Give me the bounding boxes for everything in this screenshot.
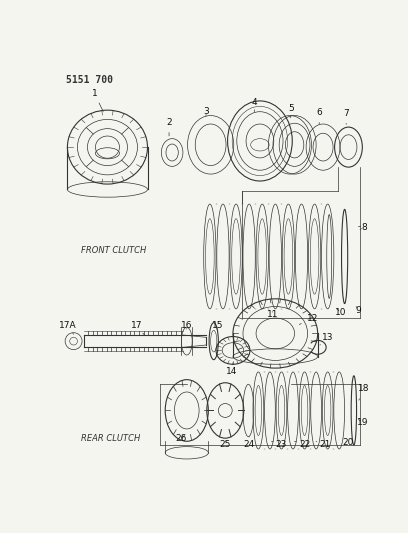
Text: REAR CLUTCH: REAR CLUTCH <box>81 434 140 443</box>
Text: 5151 700: 5151 700 <box>66 75 113 85</box>
Text: 15: 15 <box>212 321 223 330</box>
Text: 10: 10 <box>335 308 346 317</box>
Text: 14: 14 <box>226 363 237 376</box>
Text: 9: 9 <box>356 306 361 315</box>
Text: 18: 18 <box>358 384 370 400</box>
Text: FRONT CLUTCH: FRONT CLUTCH <box>81 246 146 255</box>
Text: 11: 11 <box>266 311 278 319</box>
Text: 16: 16 <box>181 321 193 330</box>
Text: 2: 2 <box>166 118 172 136</box>
Text: 5: 5 <box>288 104 294 118</box>
Text: 21: 21 <box>316 440 331 449</box>
Text: 17A: 17A <box>59 321 76 334</box>
Text: 17: 17 <box>131 321 144 335</box>
Text: 22: 22 <box>295 440 310 449</box>
Text: 25: 25 <box>220 440 231 449</box>
Text: 6: 6 <box>316 108 322 124</box>
Text: 12: 12 <box>299 313 318 325</box>
Text: 3: 3 <box>203 107 209 116</box>
Text: 7: 7 <box>343 109 349 124</box>
Text: 19: 19 <box>357 417 368 426</box>
Text: 23: 23 <box>271 440 287 449</box>
Text: 8: 8 <box>360 223 367 232</box>
Text: 24: 24 <box>244 437 255 449</box>
Text: 1: 1 <box>91 88 103 111</box>
Text: 26: 26 <box>176 434 187 443</box>
Text: 13: 13 <box>320 333 333 345</box>
Text: 20: 20 <box>343 438 354 447</box>
Text: 4: 4 <box>252 98 257 112</box>
